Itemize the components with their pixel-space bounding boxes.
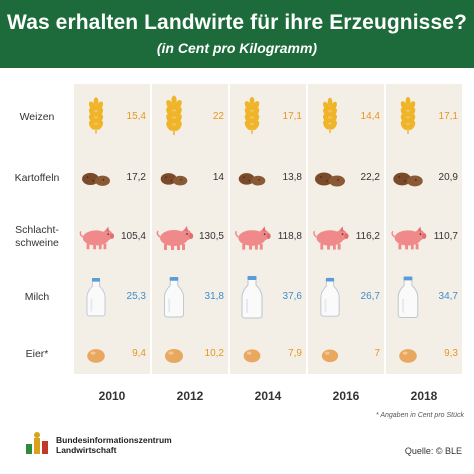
value-label: 26,7	[360, 291, 380, 302]
value-label: 118,8	[277, 231, 302, 242]
source-credit: Quelle: © BLE	[404, 446, 462, 456]
egg-icon	[321, 349, 339, 363]
wheat-icon	[166, 95, 182, 135]
organization-name-line1: Bundesinformationszentrum	[56, 435, 172, 445]
year-label-2010: 2010	[98, 389, 126, 403]
value-label: 14,4	[360, 111, 380, 122]
milk-bottle-icon	[397, 276, 419, 319]
column-bg-2014	[230, 84, 306, 374]
value-label: 25,3	[126, 291, 146, 302]
header-banner: Was erhalten Landwirte für ihre Erzeugni…	[0, 0, 474, 68]
value-label: 20,9	[438, 172, 458, 183]
pig-icon	[391, 226, 427, 250]
value-label: 22	[212, 111, 224, 122]
pig-icon	[235, 226, 271, 250]
potato-icon	[160, 173, 188, 186]
value-label: 13,8	[282, 172, 302, 183]
egg-icon	[87, 349, 105, 363]
value-label: 10,2	[204, 348, 224, 359]
year-label-2014: 2014	[254, 389, 282, 403]
milk-bottle-icon	[320, 277, 340, 317]
wheat-icon	[244, 96, 260, 134]
column-bg-2016	[308, 84, 384, 374]
potato-icon	[315, 172, 345, 187]
year-label-2018: 2018	[410, 389, 438, 403]
value-label: 130,5	[198, 231, 224, 242]
row-label: Kartoffeln	[14, 171, 60, 184]
column-bg-2018	[386, 84, 462, 374]
organization-name-line2: Landwirtschaft	[56, 445, 117, 455]
value-label: 110,7	[433, 231, 458, 242]
pig-icon	[79, 226, 115, 250]
egg-icon	[243, 349, 261, 363]
value-label: 37,6	[282, 291, 302, 302]
value-label: 14	[212, 172, 224, 183]
year-label-2012: 2012	[176, 389, 204, 403]
egg-icon	[165, 349, 183, 363]
page-subtitle: (in Cent pro Kilogramm)	[156, 40, 318, 56]
potato-icon	[82, 172, 110, 186]
column-bg-2012	[152, 84, 228, 374]
value-label: 15,4	[126, 111, 146, 122]
row-label: Eier*	[25, 347, 49, 360]
value-label: 22,2	[360, 172, 380, 183]
potato-icon	[238, 173, 266, 186]
row-label: Weizen	[19, 110, 55, 123]
milk-bottle-icon	[163, 276, 185, 318]
milk-bottle-icon	[241, 276, 263, 319]
footnote: * Angaben in Cent pro Stück	[375, 412, 464, 419]
milk-bottle-icon	[86, 278, 106, 317]
value-label: 9,4	[132, 348, 146, 359]
value-label: 116,2	[355, 231, 380, 242]
page-title: Was erhalten Landwirte für ihre Erzeugni…	[7, 11, 467, 34]
value-label: 9,3	[444, 348, 458, 359]
pig-icon	[156, 226, 194, 250]
potato-icon	[393, 172, 423, 187]
value-label: 17,2	[126, 172, 146, 183]
value-label: 31,8	[204, 291, 224, 302]
wheat-icon	[400, 96, 416, 134]
value-label: 34,7	[438, 291, 458, 302]
organization-name: Bundesinformationszentrum Landwirtschaft	[56, 435, 172, 455]
column-bg-2010	[74, 84, 150, 374]
ble-logo-icon	[24, 430, 50, 456]
year-label-2016: 2016	[332, 389, 360, 403]
row-label: Schlacht-schweine	[15, 224, 59, 249]
wheat-icon	[88, 97, 104, 134]
wheat-icon	[323, 97, 337, 134]
value-label: 17,1	[282, 111, 302, 122]
row-label: Milch	[24, 290, 50, 303]
value-label: 17,1	[438, 111, 458, 122]
pig-icon	[313, 226, 349, 250]
value-label: 105,4	[120, 231, 146, 242]
value-label: 7,9	[288, 348, 302, 359]
value-label: 7	[374, 348, 380, 359]
egg-icon	[399, 349, 417, 363]
